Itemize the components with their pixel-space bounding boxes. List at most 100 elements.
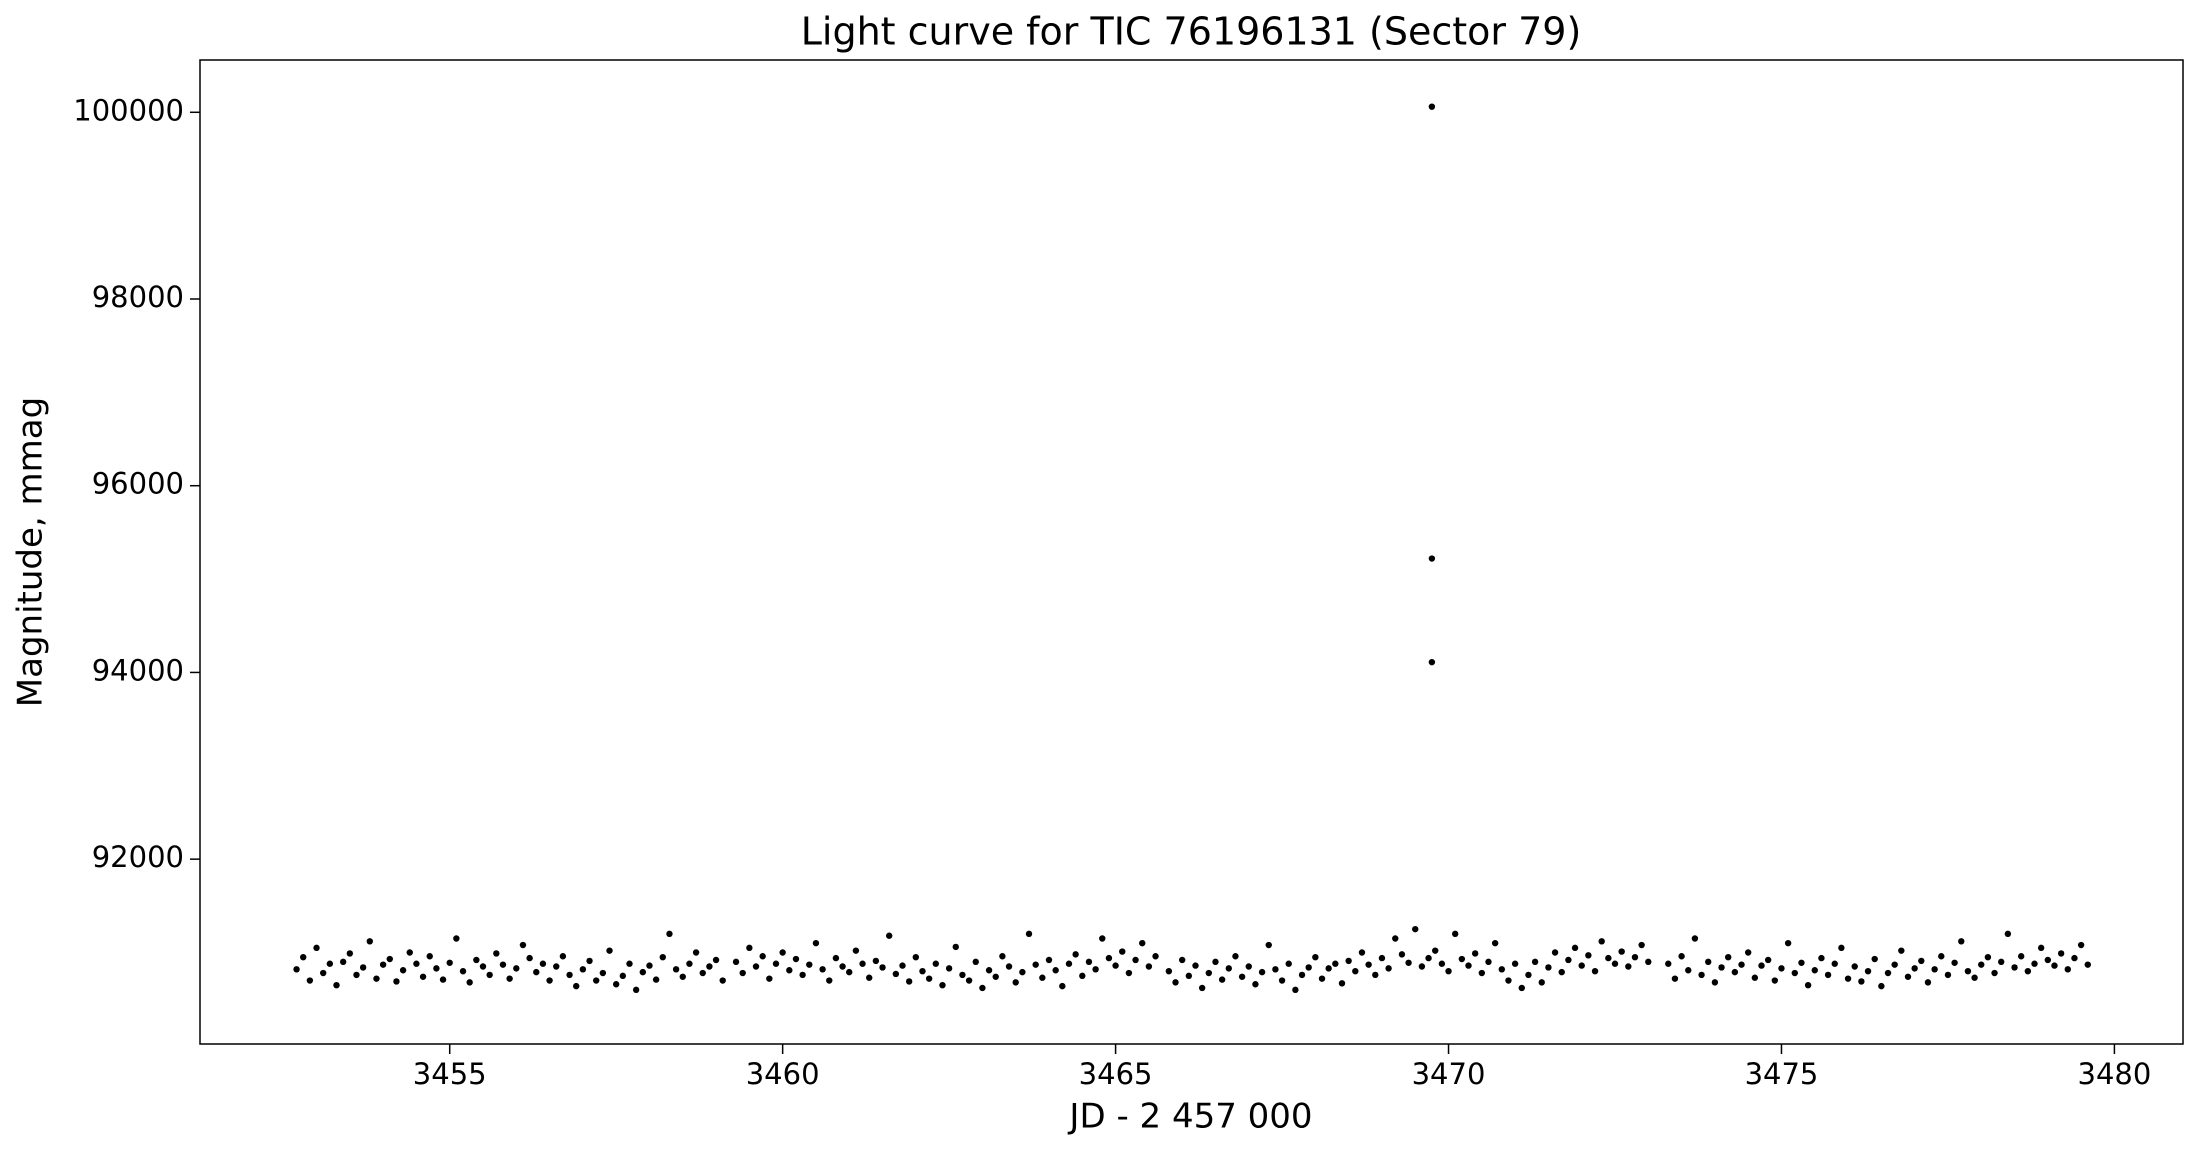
data-point [559,953,567,960]
data-point [1079,972,1086,980]
data-point [939,981,946,989]
data-point [1844,975,1852,982]
data-point [806,961,813,968]
data-point [1125,969,1133,977]
data-point [2064,966,2072,973]
data-point [852,947,860,954]
data-point [965,977,973,984]
data-point [972,958,979,966]
data-point [659,953,666,961]
data-point [353,971,360,979]
data-point [1005,963,1013,970]
data-point [1428,555,1436,562]
data-point [1665,960,1672,967]
data-point [1691,935,1699,942]
data-point [2077,941,2085,949]
data-point [1032,961,1039,968]
data-point [1438,960,1446,967]
data-point [2024,967,2032,975]
data-point [426,953,433,960]
data-point [1625,963,1632,970]
data-point [1205,969,1213,977]
data-point [1618,948,1625,955]
data-point [1045,956,1053,964]
data-point [1571,944,1579,952]
data-point [1911,965,1918,972]
data-point [1025,930,1033,938]
data-point [553,963,560,970]
data-point [1851,963,1858,970]
data-point [2057,950,2065,957]
data-point [1791,969,1798,977]
data-point [792,955,800,963]
data-point [606,947,613,954]
data-point [1432,947,1439,954]
data-point [846,968,853,976]
data-point [1428,103,1436,110]
data-point [1292,986,1299,994]
data-point [1278,977,1286,984]
data-point [746,944,753,952]
data-point [1685,967,1692,974]
data-point [1738,961,1745,968]
data-point [306,977,314,984]
data-point [1325,965,1332,972]
data-point [546,977,553,984]
data-point [493,950,500,957]
data-point [2037,944,2045,952]
data-point [1418,963,1426,970]
data-point [866,974,873,981]
data-point [1891,961,1898,968]
data-point [712,956,720,964]
data-point [1298,971,1306,979]
data-point [466,979,473,986]
data-point [1924,979,1932,986]
x-tick-label: 3475 [1745,1057,1819,1091]
plot-frame [199,59,2184,1045]
data-point [786,967,793,974]
data-point [672,966,680,973]
data-point [1072,951,1079,958]
data-point [1718,964,1725,971]
data-point [446,959,453,966]
data-point [1312,953,1319,961]
data-point [1352,967,1359,975]
data-point [1511,960,1519,967]
data-point [692,949,700,956]
data-point [326,960,334,967]
data-point [1238,973,1246,980]
data-point [1345,957,1352,965]
y-tick-label: 100000 [73,93,184,127]
data-point [1611,960,1619,967]
data-point [1711,979,1719,986]
data-point [433,965,440,972]
data-point [1172,979,1179,986]
data-point [1192,962,1199,969]
data-point [566,971,573,979]
data-point [1904,973,1912,980]
data-point [1958,938,1965,945]
data-point [1764,956,1772,964]
data-point [319,969,327,977]
data-point [666,930,673,938]
data-point [1358,949,1366,956]
data-point [1758,962,1765,969]
data-point [1052,967,1059,974]
data-point [905,978,913,985]
data-point [832,954,840,962]
data-point [1178,956,1186,964]
data-point [1272,966,1279,973]
data-point [1944,971,1952,979]
data-point [513,965,520,972]
x-tick-label: 3480 [2078,1057,2152,1091]
data-point [759,953,766,960]
data-point [892,970,900,978]
data-point [1831,960,1838,967]
data-point [1398,951,1406,958]
data-point [339,958,347,966]
data-point [1365,961,1372,968]
data-point [1551,949,1559,956]
data-point [373,975,380,982]
data-point [459,967,467,975]
data-point [1771,977,1779,984]
